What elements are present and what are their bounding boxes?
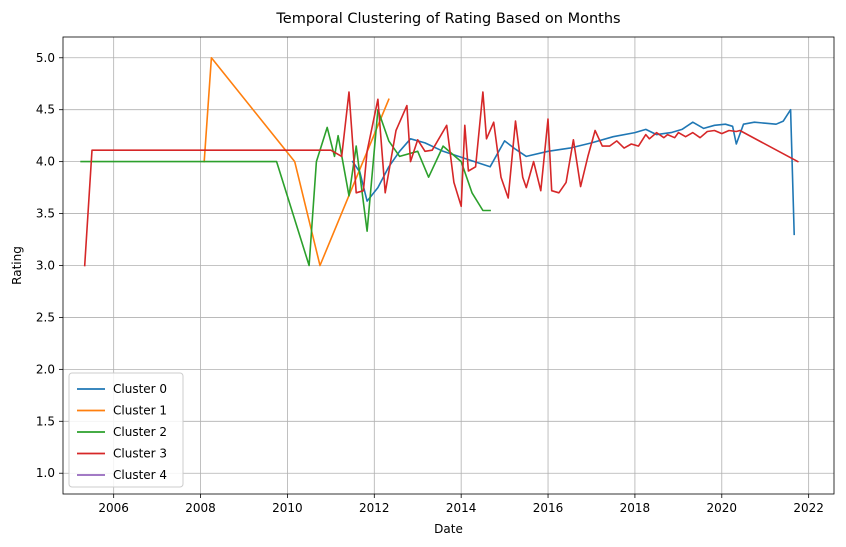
- legend-item: Cluster 0: [77, 382, 167, 396]
- y-axis-label: Rating: [10, 246, 24, 285]
- y-tick-label: 2.0: [36, 362, 55, 376]
- x-axis-label: Date: [434, 522, 463, 536]
- series-line-cluster-1: [203, 56, 390, 267]
- grid: [63, 37, 834, 494]
- legend-item: Cluster 1: [77, 404, 167, 418]
- x-tick-label: 2012: [359, 501, 390, 515]
- series-layer: [80, 56, 799, 267]
- chart-title: Temporal Clustering of Rating Based on M…: [275, 11, 620, 27]
- x-tick-label: 2014: [446, 501, 477, 515]
- y-tick-label: 3.5: [36, 207, 55, 221]
- legend-label: Cluster 0: [113, 382, 167, 396]
- legend-box: [68, 372, 184, 488]
- series-line-cluster-2: [80, 108, 491, 267]
- y-axis: 1.0 1.5 2.0 2.5 3.0 3.5 4.0 4.5 5.0: [36, 51, 63, 480]
- y-tick-label: 1.5: [36, 414, 55, 428]
- x-tick-label: 2006: [98, 501, 129, 515]
- y-tick-label: 4.0: [36, 155, 55, 169]
- series-line-cluster-3: [83, 91, 799, 267]
- legend-item: Cluster 3: [77, 447, 167, 461]
- y-tick-label: 2.5: [36, 310, 55, 324]
- y-tick-label: 3.0: [36, 259, 55, 273]
- legend-label: Cluster 3: [113, 447, 167, 461]
- y-tick-label: 5.0: [36, 51, 55, 65]
- x-tick-label: 2010: [272, 501, 303, 515]
- y-tick-label: 4.5: [36, 103, 55, 117]
- x-tick-label: 2016: [533, 501, 564, 515]
- y-tick-label: 1.0: [36, 466, 55, 480]
- legend-label: Cluster 4: [113, 468, 167, 482]
- x-tick-label: 2022: [793, 501, 824, 515]
- legend-label: Cluster 1: [113, 404, 167, 418]
- x-tick-label: 2008: [185, 501, 216, 515]
- legend-item: Cluster 4: [77, 468, 167, 482]
- legend-item: Cluster 2: [77, 425, 167, 439]
- legend-label: Cluster 2: [113, 425, 167, 439]
- x-tick-label: 2018: [620, 501, 651, 515]
- x-tick-label: 2020: [707, 501, 738, 515]
- legend: Cluster 0 Cluster 1 Cluster 2 Cluster 3 Clus…: [68, 372, 184, 488]
- x-axis: 2006 2008 2010 2012 2014 2016 2018 2020 2022: [98, 494, 824, 515]
